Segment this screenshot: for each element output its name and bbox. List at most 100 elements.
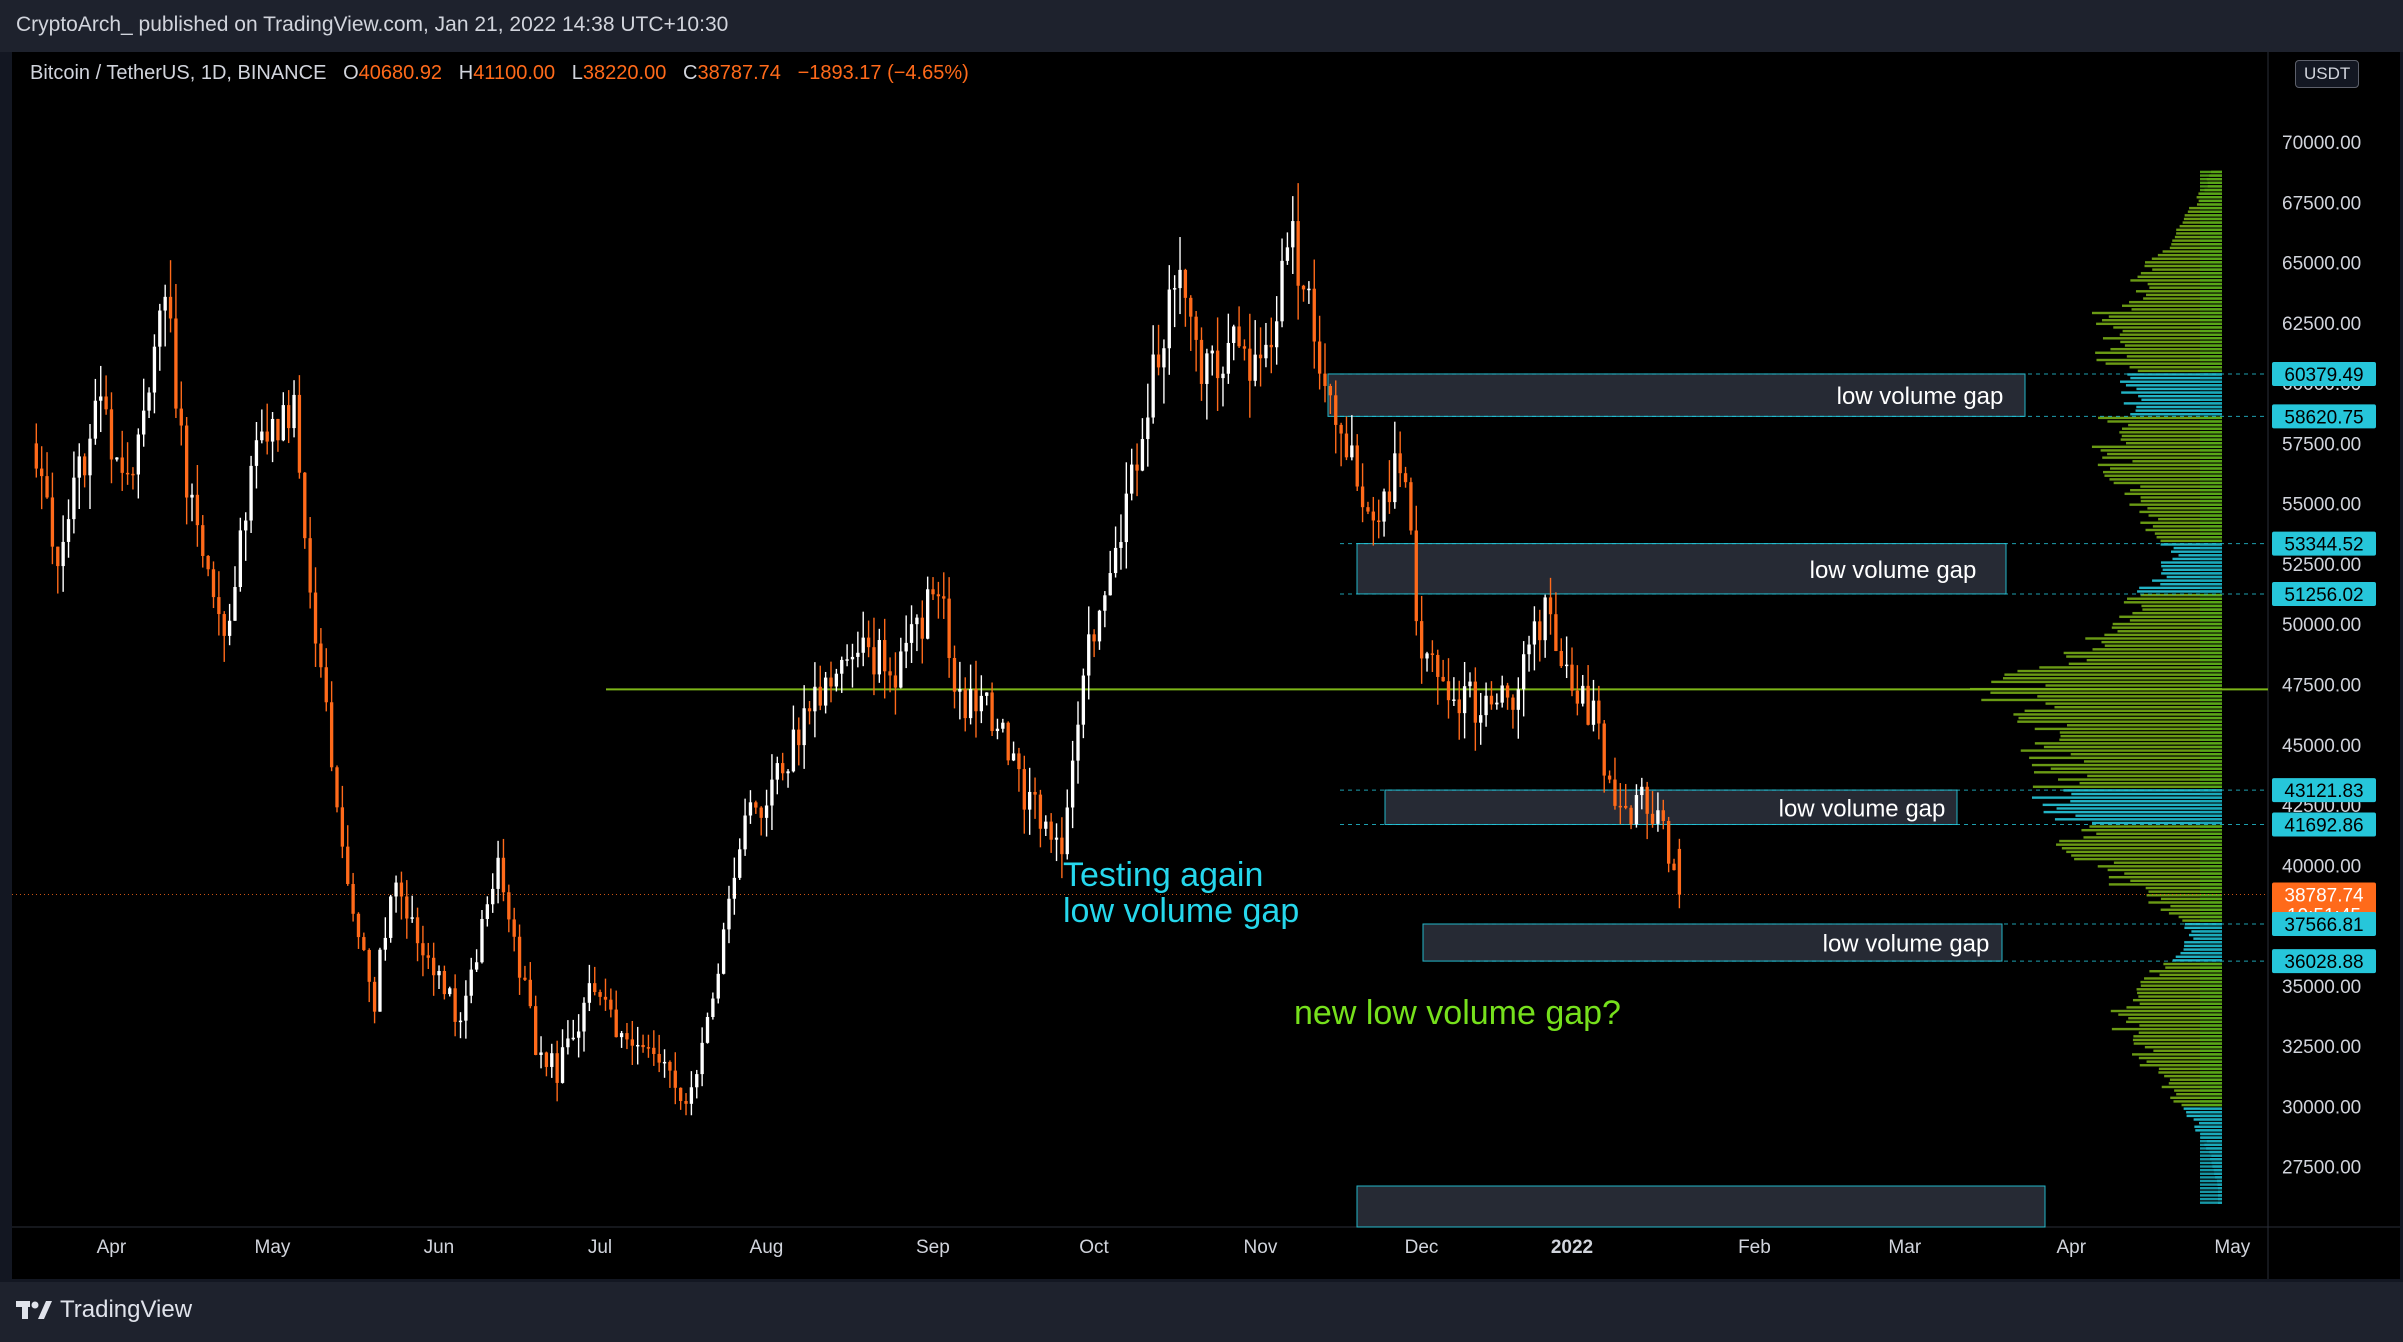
candle-body[interactable]	[1248, 348, 1252, 381]
candle-body[interactable]	[1017, 753, 1021, 770]
candle-body[interactable]	[1189, 297, 1193, 317]
candle-body[interactable]	[260, 431, 264, 441]
candle-body[interactable]	[276, 418, 280, 441]
candle-body[interactable]	[619, 1033, 624, 1038]
candle-body[interactable]	[587, 983, 592, 1003]
candle-body[interactable]	[856, 652, 860, 657]
plot-area[interactable]	[12, 52, 2268, 1227]
candle-body[interactable]	[45, 476, 49, 498]
candle-body[interactable]	[217, 597, 221, 615]
candle-body[interactable]	[1044, 821, 1048, 829]
candle-body[interactable]	[453, 988, 457, 1022]
candle-body[interactable]	[201, 525, 205, 556]
candle-body[interactable]	[1618, 805, 1622, 808]
candle-body[interactable]	[50, 497, 55, 547]
candle-body[interactable]	[705, 1016, 710, 1043]
candle-body[interactable]	[700, 1042, 704, 1075]
candle-body[interactable]	[1060, 837, 1064, 855]
low-volume-gap-zone[interactable]	[1356, 543, 2007, 595]
candle-body[interactable]	[469, 969, 473, 996]
candle-body[interactable]	[1291, 221, 1295, 248]
candle-body[interactable]	[1462, 686, 1467, 714]
candle-body[interactable]	[442, 970, 447, 995]
candle-body[interactable]	[646, 1047, 651, 1049]
candle-body[interactable]	[464, 995, 468, 1021]
candle-body[interactable]	[1070, 760, 1075, 808]
low-volume-gap-zone[interactable]	[1327, 373, 2026, 417]
candle-body[interactable]	[1275, 321, 1279, 348]
candle-body[interactable]	[1677, 848, 1682, 895]
candle-body[interactable]	[136, 434, 140, 475]
candle-body[interactable]	[206, 555, 210, 570]
candle-body[interactable]	[66, 519, 71, 542]
candle-body[interactable]	[1178, 269, 1182, 289]
candle-body[interactable]	[362, 937, 366, 950]
candle-body[interactable]	[1280, 260, 1284, 322]
candle-body[interactable]	[985, 692, 989, 696]
candle-body[interactable]	[668, 1061, 672, 1071]
candle-body[interactable]	[319, 643, 323, 668]
candle-body[interactable]	[1554, 614, 1558, 651]
candle-body[interactable]	[1666, 821, 1671, 864]
candle-body[interactable]	[1414, 530, 1418, 622]
candle-body[interactable]	[1119, 542, 1123, 548]
candle-body[interactable]	[1441, 676, 1445, 682]
candle-body[interactable]	[1124, 493, 1128, 543]
candle-body[interactable]	[1366, 507, 1370, 512]
candle-body[interactable]	[974, 688, 978, 712]
low-volume-gap-zone[interactable]	[1422, 923, 2003, 962]
candle-body[interactable]	[571, 1037, 575, 1040]
candle-body[interactable]	[227, 620, 232, 636]
candle-body[interactable]	[915, 617, 919, 625]
candle-body[interactable]	[630, 1039, 634, 1046]
candle-body[interactable]	[292, 394, 296, 429]
candle-body[interactable]	[576, 1031, 581, 1038]
candle-body[interactable]	[1634, 795, 1639, 825]
candle-body[interactable]	[909, 624, 914, 643]
candle-body[interactable]	[120, 457, 124, 473]
candle-body[interactable]	[942, 596, 946, 599]
candle-body[interactable]	[115, 457, 119, 460]
candle-body[interactable]	[1398, 453, 1402, 474]
candle-body[interactable]	[125, 472, 130, 475]
candle-body[interactable]	[1371, 511, 1375, 521]
candle-body[interactable]	[1527, 644, 1531, 655]
price-chart[interactable]: 27500.0030000.0032500.0035000.0037500.00…	[0, 52, 2403, 1282]
candle-body[interactable]	[1645, 786, 1649, 814]
candle-body[interactable]	[598, 992, 602, 997]
candle-body[interactable]	[329, 702, 334, 768]
candle-body[interactable]	[727, 898, 731, 930]
candle-body[interactable]	[458, 1020, 463, 1023]
candle-body[interactable]	[1108, 573, 1112, 596]
candle-body[interactable]	[351, 883, 355, 914]
candle-body[interactable]	[1575, 690, 1580, 704]
candle-body[interactable]	[743, 815, 747, 850]
candle-body[interactable]	[990, 692, 994, 732]
candle-body[interactable]	[1559, 650, 1563, 667]
candle-body[interactable]	[496, 857, 500, 889]
candle-body[interactable]	[1146, 417, 1150, 440]
candle-body[interactable]	[684, 1101, 688, 1104]
candle-body[interactable]	[931, 589, 935, 595]
candle-body[interactable]	[1097, 610, 1102, 642]
candle-body[interactable]	[711, 998, 715, 1017]
candle-body[interactable]	[1355, 445, 1359, 487]
candle-body[interactable]	[195, 494, 200, 526]
candle-body[interactable]	[1162, 348, 1166, 368]
candle-body[interactable]	[925, 589, 930, 639]
candle-body[interactable]	[174, 318, 178, 409]
candle-body[interactable]	[877, 640, 881, 675]
candle-body[interactable]	[657, 1053, 661, 1063]
candle-body[interactable]	[1484, 695, 1488, 716]
candle-body[interactable]	[1167, 289, 1171, 349]
candle-body[interactable]	[534, 1006, 538, 1055]
candle-body[interactable]	[1522, 654, 1526, 690]
candle-body[interactable]	[523, 977, 527, 980]
candle-body[interactable]	[211, 569, 216, 598]
candle-body[interactable]	[308, 538, 312, 593]
candle-body[interactable]	[920, 617, 924, 639]
candle-body[interactable]	[1607, 775, 1612, 780]
candle-body[interactable]	[678, 1087, 683, 1102]
candle-body[interactable]	[1258, 354, 1263, 359]
candle-body[interactable]	[517, 936, 522, 978]
